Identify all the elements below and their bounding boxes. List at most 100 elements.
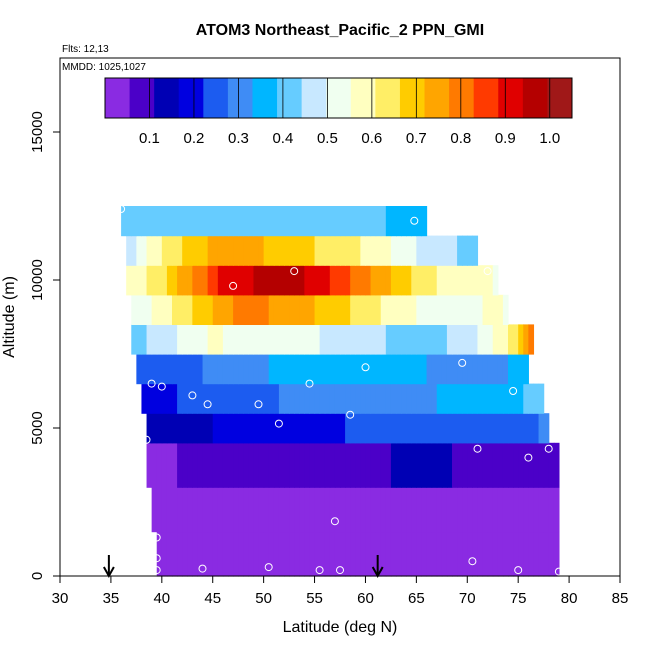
heatmap-cell	[538, 487, 545, 533]
heatmap-cell	[431, 413, 438, 444]
heatmap-cell	[192, 324, 199, 355]
heatmap-cell	[528, 383, 535, 414]
heatmap-cell	[518, 383, 524, 414]
x-axis-label: Latitude (deg N)	[283, 619, 398, 636]
sample-point	[330, 517, 339, 526]
heatmap-cell	[345, 354, 351, 385]
heatmap-cell	[228, 442, 234, 488]
heatmap-cell	[207, 487, 214, 533]
heatmap-cell	[518, 324, 524, 355]
heatmap-cell	[472, 235, 479, 266]
heatmap-cell	[304, 265, 311, 296]
heatmap-cell	[431, 294, 438, 325]
heatmap-cell	[324, 383, 331, 414]
heatmap-cell	[233, 265, 239, 296]
heatmap-cell	[482, 442, 489, 488]
heatmap-cell	[278, 442, 285, 488]
heatmap-cell	[197, 442, 204, 488]
heatmap-cell	[253, 206, 260, 237]
heatmap-cell	[482, 487, 489, 533]
heatmap-cell	[238, 206, 244, 237]
heatmap-cell	[467, 324, 473, 355]
heatmap-cell	[151, 354, 158, 385]
heatmap-cell	[452, 354, 458, 385]
heatmap-cell	[263, 442, 270, 488]
heatmap-cell	[350, 531, 356, 577]
heatmap-cell	[370, 324, 377, 355]
heatmap-cell	[248, 294, 255, 325]
y-axis: 0 5000 10000 15000	[29, 111, 60, 580]
sample-point	[157, 382, 166, 391]
heatmap-cell	[538, 413, 545, 444]
heatmap-cell	[217, 324, 224, 355]
heatmap-cell	[396, 235, 402, 266]
heatmap-cell	[268, 206, 275, 237]
heatmap-cell	[289, 531, 295, 577]
heatmap-cell	[472, 413, 479, 444]
heatmap-cell	[497, 487, 504, 533]
heatmap-cell	[370, 294, 377, 325]
heatmap-cell	[268, 265, 275, 296]
heatmap-cell	[426, 383, 433, 414]
x-tick-label: 45	[204, 590, 221, 607]
heatmap-cell	[345, 487, 351, 533]
heatmap-cell	[319, 487, 326, 533]
heatmap-cell	[253, 294, 260, 325]
colorbar-swatch	[424, 78, 450, 118]
heatmap-cell	[329, 383, 336, 414]
heatmap-cell	[396, 206, 402, 237]
heatmap-cell	[492, 442, 499, 488]
heatmap-cell	[238, 413, 244, 444]
heatmap-cell	[248, 442, 255, 488]
sample-point	[290, 267, 299, 276]
heatmap-cell	[187, 294, 193, 325]
heatmap-cell	[329, 487, 336, 533]
heatmap-cell	[467, 383, 473, 414]
heatmap-cell	[161, 206, 168, 237]
heatmap-cell	[411, 413, 417, 444]
sample-point	[229, 281, 238, 290]
heatmap-cell	[273, 235, 280, 266]
heatmap-cell	[172, 413, 178, 444]
heatmap-cell	[411, 294, 417, 325]
heatmap-cell	[324, 324, 331, 355]
heatmap-cell	[233, 442, 239, 488]
heatmap-cell	[228, 413, 234, 444]
heatmap-cell	[278, 413, 285, 444]
heatmap-cell	[268, 442, 275, 488]
heatmap-cell	[207, 206, 214, 237]
heatmap-cell	[233, 383, 239, 414]
heatmap-cell	[406, 413, 412, 444]
heatmap-cell	[228, 294, 234, 325]
sample-points	[117, 205, 568, 576]
heatmap-cell	[340, 265, 346, 296]
heatmap-cell	[294, 383, 300, 414]
heatmap-cell	[268, 324, 275, 355]
heatmap-cell	[319, 442, 326, 488]
heatmap-cell	[263, 354, 270, 385]
heatmap-cell	[136, 294, 143, 325]
heatmap-cell	[502, 354, 509, 385]
heatmap-cell	[390, 487, 397, 533]
heatmap-cell	[487, 354, 494, 385]
heatmap-cell	[462, 487, 468, 533]
heatmap-cell	[436, 294, 443, 325]
heatmap-cell	[156, 206, 163, 237]
heatmap-cell	[421, 324, 428, 355]
x-tick-label: 30	[52, 590, 69, 607]
heatmap-cell	[355, 294, 361, 325]
heatmap-cell	[284, 442, 290, 488]
heatmap-cell	[345, 531, 351, 577]
heatmap-cell	[533, 487, 540, 533]
heatmap-cell	[284, 487, 290, 533]
heatmap-cell	[314, 383, 321, 414]
heatmap-cell	[233, 354, 239, 385]
heatmap-cell	[233, 413, 239, 444]
heatmap-cell	[426, 487, 433, 533]
sample-point	[122, 358, 131, 367]
heatmap-cell	[299, 354, 305, 385]
heatmap-cell	[492, 487, 499, 533]
sample-point	[524, 453, 533, 462]
heatmap-cell	[355, 265, 361, 296]
heatmap-cell	[385, 413, 392, 444]
